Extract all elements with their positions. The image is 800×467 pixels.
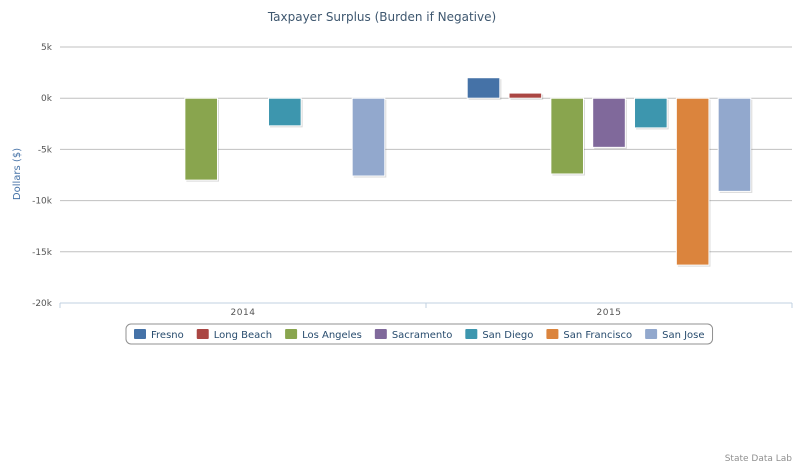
legend-item-san-jose[interactable]: San Jose: [645, 329, 705, 341]
legend-item-sacramento[interactable]: Sacramento: [374, 329, 452, 341]
legend-swatch: [196, 329, 209, 339]
y-tick-label: -10k: [32, 197, 53, 207]
x-axis: 2014 2015: [59, 302, 793, 318]
legend-swatch: [285, 329, 298, 339]
y-tick-label: 0k: [41, 94, 53, 104]
bar-long-beach-2015[interactable]: [508, 92, 543, 99]
x-tick-label: 2015: [597, 308, 622, 318]
legend-box: [125, 323, 714, 345]
legend-label: San Jose: [662, 330, 704, 341]
legend-swatch: [645, 329, 658, 339]
y-tick-label: -5k: [38, 145, 53, 155]
legend-label: San Francisco: [563, 330, 632, 341]
legend-item-los-angeles[interactable]: Los Angeles: [285, 329, 362, 341]
bar-sacramento-2015[interactable]: [592, 97, 626, 148]
bar-fresno-2015[interactable]: [466, 77, 501, 99]
legend-label: Los Angeles: [302, 330, 362, 341]
bar-san-jose-2015[interactable]: [717, 97, 752, 192]
credit-label[interactable]: State Data Lab: [725, 454, 793, 464]
legend-label: Fresno: [151, 330, 184, 341]
y-axis-label: Dollars ($): [12, 148, 23, 200]
legend-swatch: [134, 329, 146, 339]
legend-item-fresno[interactable]: Fresno: [134, 329, 184, 341]
x-tick-label: 2014: [231, 308, 256, 318]
y-axis-ticks: 5k 0k -5k -10k -15k -20k: [32, 43, 53, 309]
legend-label: Long Beach: [214, 330, 272, 341]
legend-label: Sacramento: [392, 330, 452, 341]
y-tick-label: 5k: [41, 43, 53, 53]
bar-san-diego-2015[interactable]: [634, 97, 668, 129]
chart-title: Taxpayer Surplus (Burden if Negative): [267, 10, 496, 24]
bar-san-diego-2014[interactable]: [268, 97, 302, 127]
legend-label: San Diego: [482, 330, 533, 341]
legend-item-san-diego[interactable]: San Diego: [465, 329, 533, 341]
bar-los-angeles-2015[interactable]: [550, 97, 584, 175]
bars: [184, 77, 753, 267]
legend-item-san-francisco[interactable]: San Francisco: [546, 329, 632, 341]
legend-swatch: [465, 329, 478, 339]
legend-item-long-beach[interactable]: Long Beach: [196, 329, 272, 341]
bar-san-francisco-2015[interactable]: [675, 97, 710, 266]
bar-los-angeles-2014[interactable]: [184, 97, 218, 181]
legend-swatch: [374, 329, 387, 339]
legend[interactable]: Fresno Long Beach Los Angeles Sacramento San…: [125, 323, 714, 345]
legend-swatch: [546, 329, 559, 339]
y-tick-label: -20k: [32, 299, 53, 309]
bar-san-jose-2014[interactable]: [351, 97, 386, 177]
y-tick-label: -15k: [32, 248, 53, 258]
